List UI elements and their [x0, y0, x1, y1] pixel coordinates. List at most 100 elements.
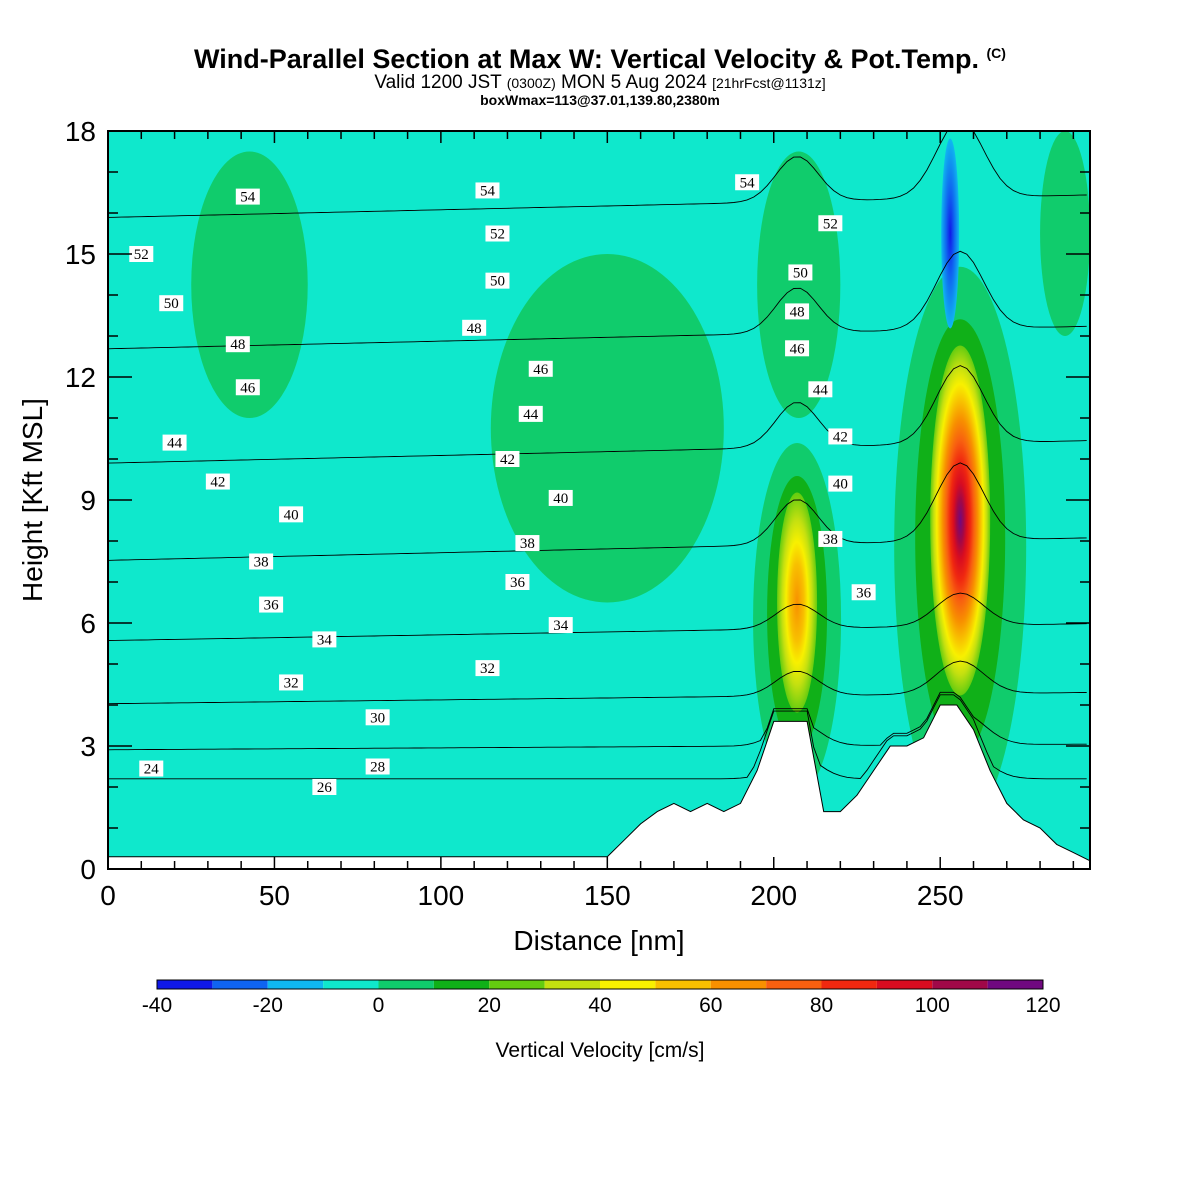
theta-label-25: 46: [785, 340, 810, 357]
colorbar-swatch: [378, 980, 434, 989]
theta-label-35: 54: [235, 188, 260, 206]
box-info: boxWmax=113@37.01,139.80,2380m: [480, 92, 720, 108]
colorbar-frame: [156, 979, 1044, 990]
theta-label-14: 40: [279, 506, 304, 523]
theta-label-text: 46: [240, 380, 256, 396]
theta-contour-34: [108, 365, 1087, 464]
theta-label-box: [515, 535, 540, 552]
updraft-core-0: [777, 492, 818, 713]
colorbar-swatch: [766, 980, 822, 989]
theta-label-21: 44: [518, 405, 543, 423]
x-tick-label: 100: [418, 880, 465, 911]
theta-label-text: 54: [740, 175, 756, 191]
colorbar-swatch: [323, 980, 379, 989]
y-tick-label: 12: [65, 362, 96, 393]
colorbar-swatch: [489, 980, 545, 989]
theta-label-text: 54: [240, 190, 256, 206]
x-tick-label: 150: [584, 880, 631, 911]
theta-contour-38: [108, 131, 1087, 218]
theta-label-18: 42: [495, 451, 520, 468]
weak-ascent-zone-2: [757, 151, 841, 418]
theta-label-text: 40: [833, 477, 848, 493]
colorbar-swatch: [932, 980, 988, 989]
theta-label-text: 50: [164, 296, 179, 312]
theta-label-28: 48: [785, 303, 810, 320]
theta-label-text: 50: [490, 274, 505, 290]
theta-label-text: 42: [210, 475, 225, 491]
theta-contour-24: [108, 694, 1087, 780]
colorbar-tick-label: 0: [373, 994, 385, 1017]
theta-label-text: 46: [533, 362, 549, 378]
theta-label-text: 30: [370, 710, 385, 726]
theta-label-27: 48: [462, 319, 487, 337]
theta-label-text: 52: [134, 247, 149, 263]
theta-contour-26: [108, 691, 1087, 751]
theta-label-text: 36: [856, 585, 872, 601]
theta-label-box: [828, 475, 853, 492]
theta-label-box: [495, 451, 520, 467]
chart-title: Wind-Parallel Section at Max W: Vertical…: [0, 44, 1200, 75]
theta-label-box: [475, 660, 500, 677]
theta-label-1: 26: [312, 779, 337, 796]
colorbar-tick-label: 100: [915, 994, 950, 1017]
colorbar-tick-label: 60: [699, 994, 722, 1017]
theta-label-9: 36: [505, 574, 530, 591]
theta-label-16: 40: [828, 475, 853, 493]
theta-label-text: 28: [370, 760, 385, 776]
theta-label-13: 38: [818, 530, 843, 548]
theta-label-box: [785, 303, 810, 320]
theta-label-17: 42: [205, 473, 230, 491]
theta-label-4: 32: [279, 674, 304, 691]
chart-subtitle: Valid 1200 JST (0300Z) MON 5 Aug 2024 [2…: [0, 72, 1200, 94]
y-tick-label: 15: [65, 239, 96, 270]
title-text: Wind-Parallel Section at Max W: Vertical…: [194, 44, 979, 74]
theta-label-22: 44: [808, 381, 833, 398]
theta-label-box: [808, 381, 833, 398]
theta-label-30: 50: [485, 272, 510, 290]
theta-label-box: [818, 215, 843, 232]
theta-label-text: 40: [284, 507, 299, 523]
theta-contour-40: [108, 0, 1087, 69]
x-axis-title: Distance [nm]: [513, 925, 684, 956]
valid-utc: (0300Z): [506, 75, 556, 91]
theta-label-36: 54: [475, 182, 500, 199]
theta-label-34: 52: [818, 215, 843, 232]
theta-label-box: [462, 319, 487, 336]
colorbar-swatch: [655, 980, 711, 989]
colorbar-swatch: [544, 980, 600, 989]
theta-label-text: 54: [480, 183, 496, 199]
theta-label-box: [505, 574, 530, 590]
y-tick-label: 9: [80, 485, 96, 516]
theta-label-box: [249, 553, 274, 570]
copyright-mark: (C): [986, 45, 1006, 61]
x-tick-label: 250: [917, 880, 964, 911]
colorbar-title: Vertical Velocity [cm/s]: [496, 1039, 705, 1062]
theta-label-3: 30: [365, 709, 390, 726]
theta-label-box: [785, 340, 810, 357]
theta-label-box: [818, 530, 843, 547]
theta-label-2: 28: [365, 758, 390, 776]
x-tick-label: 0: [100, 880, 116, 911]
theta-label-11: 38: [249, 553, 274, 571]
colorbar-swatch: [267, 980, 324, 989]
theta-label-5: 32: [475, 660, 500, 677]
colorbar-swatch: [821, 980, 877, 989]
colorbar-swatch: [876, 980, 933, 989]
colorbar-swatch: [157, 980, 213, 989]
x-tick-label: 200: [750, 880, 797, 911]
theta-label-10: 36: [851, 584, 876, 601]
x-tick-label: 50: [259, 880, 290, 911]
terrain: [108, 704, 1090, 869]
theta-label-box: [259, 596, 284, 613]
theta-label-text: 52: [823, 216, 838, 232]
theta-label-box: [851, 584, 876, 601]
theta-contour-30: [108, 592, 1087, 641]
theta-label-text: 44: [813, 382, 829, 398]
theta-label-23: 46: [235, 379, 260, 396]
colorbar-swatch: [987, 980, 1043, 989]
colorbar-swatch: [433, 980, 490, 989]
updraft-core-1: [930, 345, 991, 696]
theta-label-26: 48: [225, 336, 250, 353]
theta-label-text: 52: [490, 227, 505, 243]
theta-label-0: 24: [139, 760, 164, 778]
